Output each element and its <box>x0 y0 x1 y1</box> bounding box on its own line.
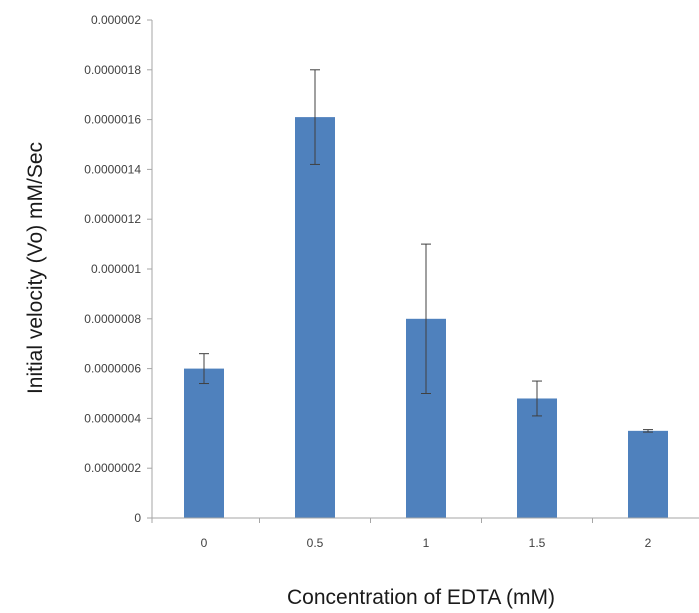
y-tick-label: 0.0000008 <box>84 312 141 326</box>
error-bar <box>310 69 320 165</box>
bar <box>517 398 557 518</box>
error-bars <box>199 69 653 433</box>
x-tick-label: 0 <box>201 536 208 550</box>
y-tick-label: 0.0000004 <box>84 411 141 425</box>
error-bar <box>532 380 542 417</box>
error-bar <box>643 429 653 433</box>
y-tick-label: 0.000001 <box>91 262 141 276</box>
bar <box>295 117 335 519</box>
bars <box>184 117 668 519</box>
x-tick-label: 1.5 <box>529 536 546 550</box>
x-axis-ticks: 0 0.5 1 1.5 2 <box>151 518 652 550</box>
y-tick-label: 0.0000014 <box>84 162 141 176</box>
x-tick-label: 2 <box>645 536 652 550</box>
x-tick-label: 0.5 <box>307 536 324 550</box>
y-tick-label: 0 <box>134 511 141 525</box>
y-tick-label: 0.0000018 <box>84 63 141 77</box>
y-axis-title: Initial velocity (Vo) mM/Sec <box>24 142 47 394</box>
bar <box>184 368 224 518</box>
x-tick-label: 1 <box>423 536 430 550</box>
y-tick-label: 0.0000016 <box>84 113 141 127</box>
y-tick-label: 0.0000012 <box>84 212 141 226</box>
y-axis-ticks: 0 0.0000002 0.0000004 0.0000006 0.0000008 0.0… <box>84 13 152 525</box>
bar <box>628 430 668 518</box>
y-tick-label: 0.0000006 <box>84 362 141 376</box>
y-tick-label: 0.000002 <box>91 13 141 27</box>
error-bar <box>421 243 431 394</box>
y-tick-label: 0.0000002 <box>84 461 141 475</box>
x-axis-title: Concentration of EDTA (mM) <box>287 586 555 609</box>
error-bar <box>199 353 209 385</box>
